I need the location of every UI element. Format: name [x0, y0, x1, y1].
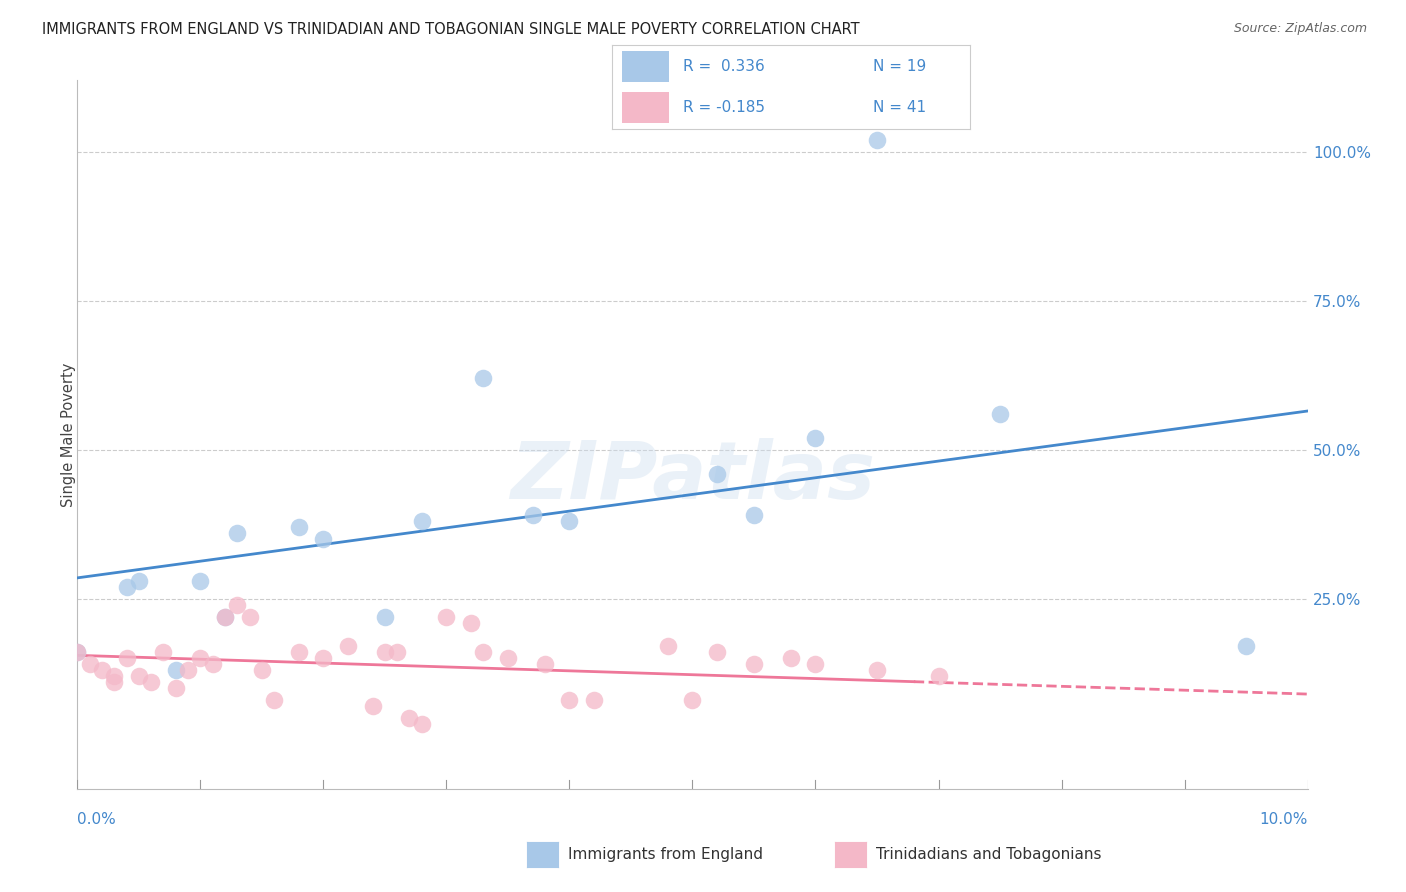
Point	[214, 609, 236, 624]
Point	[706, 645, 728, 659]
Text: ZIPatlas: ZIPatlas	[510, 438, 875, 516]
Text: Immigrants from England: Immigrants from England	[568, 847, 763, 862]
Point	[583, 693, 606, 707]
Point	[141, 675, 163, 690]
Point	[103, 675, 125, 690]
Point	[866, 133, 889, 147]
Point	[165, 663, 187, 677]
Point	[103, 669, 125, 683]
Text: IMMIGRANTS FROM ENGLAND VS TRINIDADIAN AND TOBAGONIAN SINGLE MALE POVERTY CORREL: IMMIGRANTS FROM ENGLAND VS TRINIDADIAN A…	[42, 22, 860, 37]
Point	[201, 657, 224, 672]
Point	[706, 467, 728, 481]
Point	[558, 514, 581, 528]
Point	[928, 669, 950, 683]
Point	[239, 609, 262, 624]
Point	[312, 651, 335, 665]
Point	[436, 609, 458, 624]
Text: Source: ZipAtlas.com: Source: ZipAtlas.com	[1233, 22, 1367, 36]
Point	[188, 574, 212, 588]
Point	[128, 669, 150, 683]
Point	[90, 663, 114, 677]
Point	[496, 651, 519, 665]
Text: N = 41: N = 41	[873, 100, 927, 115]
Point	[804, 431, 827, 445]
Point	[460, 615, 482, 630]
Point	[385, 645, 409, 659]
Point	[780, 651, 803, 665]
Text: N = 19: N = 19	[873, 59, 927, 74]
Point	[804, 657, 827, 672]
Point	[128, 574, 150, 588]
Point	[250, 663, 273, 677]
Point	[411, 717, 433, 731]
Text: R = -0.185: R = -0.185	[683, 100, 765, 115]
Point	[534, 657, 557, 672]
Text: R =  0.336: R = 0.336	[683, 59, 765, 74]
Point	[152, 645, 174, 659]
Bar	[623, 52, 669, 82]
Text: 0.0%: 0.0%	[77, 812, 117, 827]
Point	[66, 645, 89, 659]
Point	[866, 663, 889, 677]
Point	[742, 508, 765, 523]
Point	[66, 645, 89, 659]
Point	[411, 514, 433, 528]
Point	[558, 693, 581, 707]
Point	[1234, 640, 1257, 654]
Point	[226, 526, 249, 541]
Point	[398, 711, 420, 725]
Point	[177, 663, 200, 677]
Point	[374, 645, 396, 659]
Point	[657, 640, 679, 654]
Y-axis label: Single Male Poverty: Single Male Poverty	[62, 363, 76, 507]
Text: Trinidadians and Tobagonians: Trinidadians and Tobagonians	[876, 847, 1101, 862]
Point	[115, 580, 138, 594]
Point	[742, 657, 765, 672]
Text: 10.0%: 10.0%	[1260, 812, 1308, 827]
Point	[188, 651, 212, 665]
Point	[226, 598, 249, 612]
Point	[263, 693, 285, 707]
Point	[472, 371, 495, 385]
Point	[682, 693, 704, 707]
Point	[214, 609, 236, 624]
Point	[79, 657, 101, 672]
Point	[337, 640, 360, 654]
Point	[522, 508, 544, 523]
Point	[288, 645, 311, 659]
Point	[165, 681, 187, 695]
Point	[115, 651, 138, 665]
Point	[374, 609, 396, 624]
Point	[288, 520, 311, 534]
Point	[312, 532, 335, 546]
Point	[361, 698, 384, 713]
Point	[472, 645, 495, 659]
Bar	[623, 92, 669, 122]
Point	[988, 407, 1011, 421]
